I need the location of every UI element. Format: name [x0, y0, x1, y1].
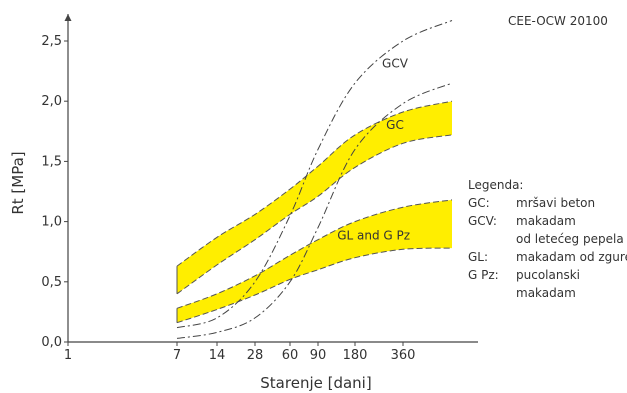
legend-desc: makadam od zgure: [516, 250, 627, 264]
y-tick-label: 0,0: [41, 335, 62, 350]
x-tick-label: 1: [64, 348, 72, 363]
x-tick-label: 360: [391, 348, 416, 363]
legend-desc: makadam: [516, 214, 576, 228]
x-tick-label: 14: [209, 348, 226, 363]
x-tick-label: 60: [282, 348, 299, 363]
band-lower-gc: [176, 134, 453, 295]
curves-layer: [176, 20, 453, 339]
legend-desc: mršavi beton: [516, 196, 595, 210]
curve-lower-gcv: [176, 82, 453, 339]
legend-desc: pucolanski: [516, 268, 580, 282]
x-tick-label: 28: [247, 348, 264, 363]
y-tick-label: 0,5: [41, 275, 62, 290]
series-label: GL and G Pz: [337, 229, 410, 243]
band-upper-gc: [176, 100, 453, 267]
legend-title: Legenda:: [468, 178, 523, 192]
axes-layer: [64, 14, 478, 343]
legend-code: G Pz:: [468, 268, 499, 282]
y-axis-arrow: [64, 14, 72, 21]
y-tick-label: 2,0: [41, 94, 62, 109]
ticks-layer: 0,0 0,5 1,0 1,5 2,0 2,5 1 7 14 28 60 90 180 360: [41, 34, 415, 363]
legend-code: GCV:: [468, 214, 497, 228]
legend: Legenda: GC: mršavi beton GCV: makadam od let…: [468, 178, 627, 300]
legend-desc: makadam: [516, 286, 576, 300]
x-tick-label: 90: [310, 348, 327, 363]
y-tick-label: 1,0: [41, 215, 62, 230]
source-label: CEE-OCW 20100: [508, 14, 608, 28]
annotations-layer: GCV GC GL and G Pz: [337, 56, 410, 242]
legend-code: GL:: [468, 250, 488, 264]
y-axis-title: Rt [MPa]: [9, 151, 27, 214]
y-tick-label: 2,5: [41, 34, 62, 49]
x-tick-label: 7: [173, 348, 181, 363]
bands-layer: [177, 101, 452, 323]
y-tick-label: 1,5: [41, 154, 62, 169]
curve-upper-gcv: [176, 20, 453, 329]
legend-code: GC:: [468, 196, 490, 210]
series-label: GC: [386, 118, 404, 132]
legend-desc: od letećeg pepela: [516, 232, 624, 246]
band-lower-gl-and-g-pz: [176, 247, 453, 324]
x-axis-title: Starenje [dani]: [260, 374, 371, 392]
band-gl-and-g-pz: [177, 199, 452, 323]
x-tick-label: 180: [343, 348, 368, 363]
series-label: GCV: [382, 56, 409, 70]
band-upper-gl-and-g-pz: [176, 199, 453, 309]
